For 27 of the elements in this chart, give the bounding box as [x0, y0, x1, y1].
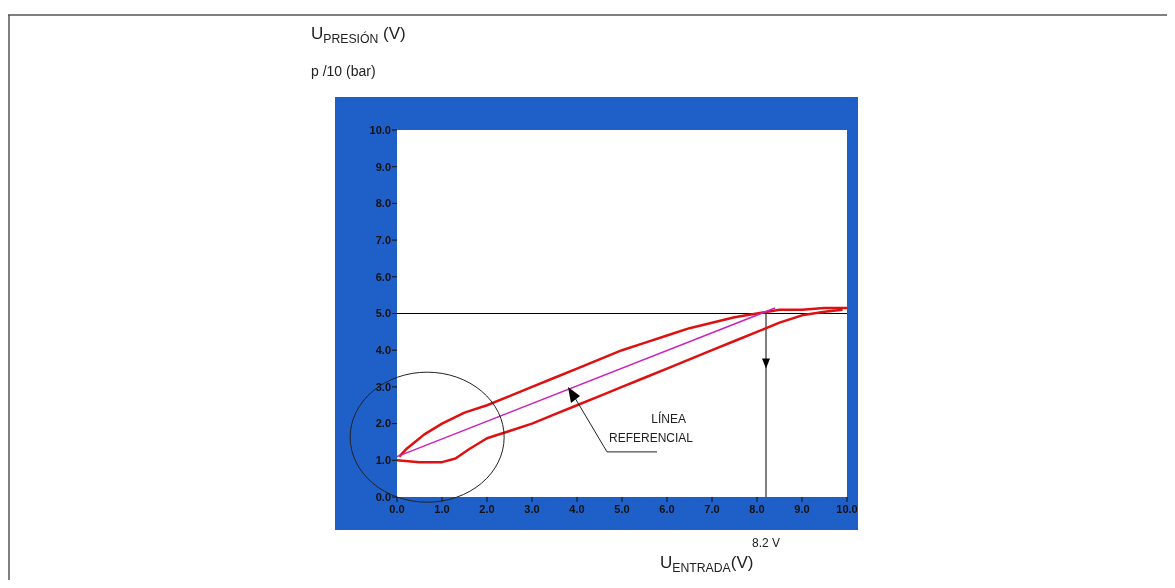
y-tick-label: 9.0 — [375, 160, 391, 173]
y-tick-label: 1.0 — [375, 454, 391, 467]
y-tick-label: 0.0 — [375, 490, 391, 503]
y-tick-label: 2.0 — [375, 417, 391, 430]
y-tick-label: 3.0 — [375, 380, 391, 393]
x-tick-label: 7.0 — [704, 503, 720, 515]
y-tick-label: 10.0 — [369, 123, 391, 136]
y-tick-label: 7.0 — [375, 233, 391, 246]
x-tick-label: 8.0 — [749, 503, 765, 515]
text: p /10 (bar) — [311, 63, 376, 79]
x-tick-label: 9.0 — [794, 503, 810, 515]
x-tick-label: 5.0 — [614, 503, 630, 515]
y-axis-title: U$_{PRESIÓN}$ (V) — [311, 24, 406, 46]
x-tick-label: 4.0 — [569, 503, 585, 515]
y-tick-label: 5.0 — [375, 307, 391, 320]
x-tick-label: 0.0 — [389, 503, 405, 515]
x-tick-label: 6.0 — [659, 503, 675, 515]
y-tick-label: 6.0 — [375, 270, 391, 283]
x-axis-title: U$_{ENTRADA}$(V) — [660, 553, 754, 575]
x-tick-label: 3.0 — [524, 503, 540, 515]
y-tick-label: 8.0 — [375, 197, 391, 210]
x-tick-label: 10.0 — [836, 503, 858, 515]
ref-line-label: 8.2 V — [751, 536, 781, 550]
x-tick-label: 2.0 — [479, 503, 495, 515]
x-tick-label: 1.0 — [434, 503, 450, 515]
y-tick-label: 4.0 — [375, 344, 391, 357]
annotation: LÍNEA REFERENCIAL — [609, 410, 694, 445]
